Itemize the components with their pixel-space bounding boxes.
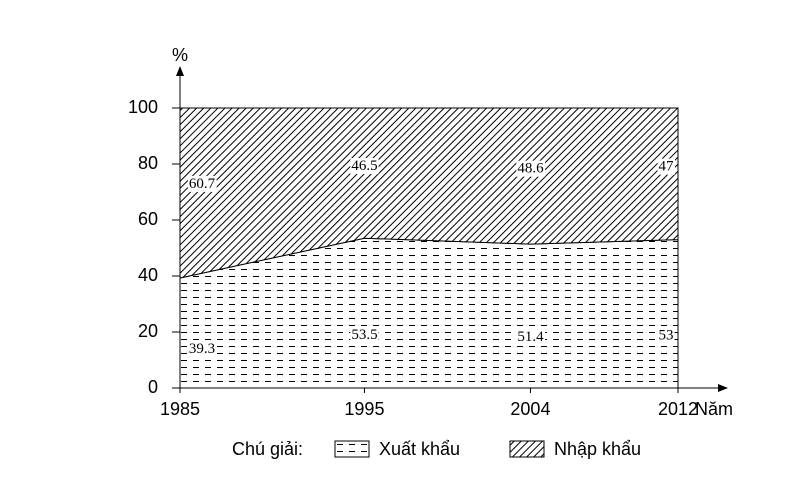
y-tick-label: 20	[138, 321, 158, 341]
y-tick-label: 0	[148, 377, 158, 397]
value-label: 46.5	[351, 158, 377, 174]
y-axis-label: %	[172, 45, 188, 65]
value-label-bg	[657, 327, 675, 344]
value-label: 48.6	[517, 161, 544, 177]
x-tick-label: 2012	[658, 399, 698, 419]
x-axis-label: Năm	[695, 399, 733, 419]
y-tick-label: 60	[138, 209, 158, 229]
value-label: 60.7	[189, 176, 216, 192]
value-label: 39.3	[189, 341, 215, 357]
value-label-bg	[516, 329, 546, 346]
x-tick-label: 2004	[510, 399, 550, 419]
x-tick-label: 1995	[344, 399, 384, 419]
legend-swatch	[334, 440, 370, 458]
value-label-bg	[657, 158, 675, 175]
value-label-bg	[516, 160, 546, 177]
legend-swatch	[509, 440, 545, 458]
value-label: 51.4	[517, 329, 544, 345]
legend-title: Chú giải:	[232, 439, 303, 459]
legend-label: Nhập khẩu	[554, 439, 641, 459]
y-tick-label: 80	[138, 153, 158, 173]
value-label-bg	[187, 175, 217, 192]
y-tick-label: 100	[128, 97, 158, 117]
x-arrow	[718, 384, 728, 392]
y-tick-label: 40	[138, 265, 158, 285]
value-label-bg	[350, 327, 379, 344]
legend-label: Xuất khẩu	[379, 439, 460, 459]
value-label: 53	[659, 327, 674, 343]
y-arrow	[176, 66, 184, 76]
value-label-bg	[187, 340, 217, 357]
value-label: 47	[659, 159, 675, 175]
x-tick-label: 1985	[160, 399, 200, 419]
value-label-bg	[350, 158, 379, 175]
value-label: 53.5	[351, 327, 377, 343]
